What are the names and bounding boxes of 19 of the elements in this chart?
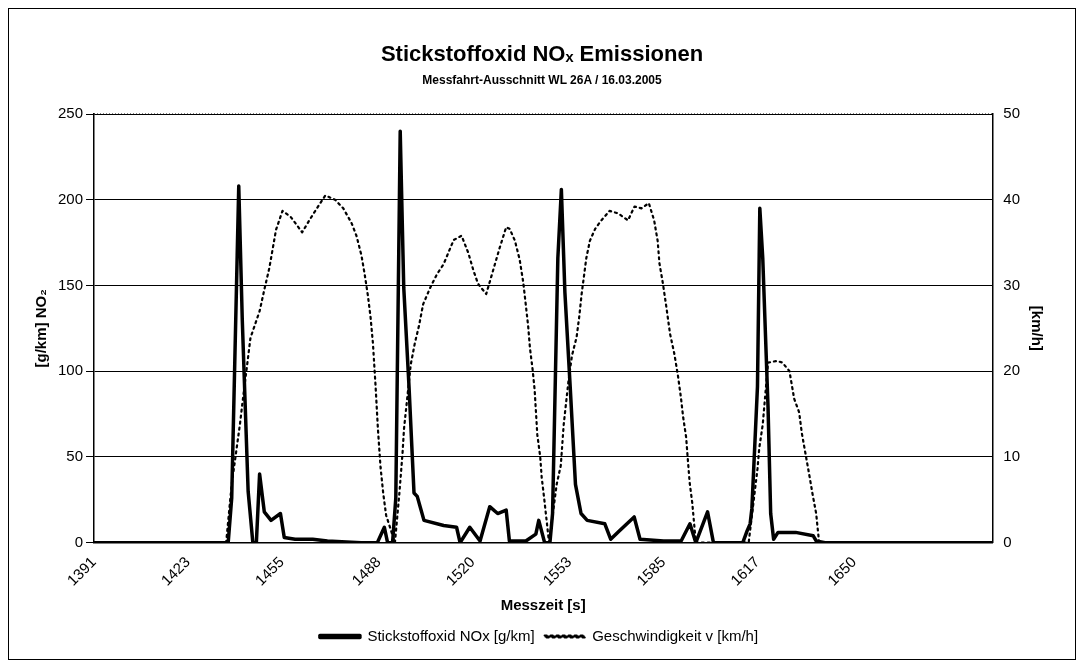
- chart-subtitle: Messfahrt-Ausschnitt WL 26A / 16.03.2005: [421, 73, 663, 87]
- y2-tick-label: 40: [1003, 189, 1020, 207]
- y-tick-label: 0: [74, 532, 84, 550]
- y-axis-title: [g/km] NO₂: [32, 289, 50, 368]
- y2-tick-label: 0: [1003, 532, 1012, 550]
- y-tick-label: 150: [58, 275, 84, 293]
- y2-tick-label: 30: [1003, 275, 1020, 293]
- y-tick-label: 100: [58, 361, 84, 379]
- y2-tick-label: 20: [1003, 361, 1020, 379]
- y2-tick-label: 10: [1003, 447, 1020, 465]
- y-tick-label: 200: [58, 189, 84, 207]
- legend-label: Geschwindigkeit v [km/h]: [592, 626, 759, 644]
- y2-axis-title: [km/h]: [1028, 305, 1046, 351]
- legend-label: Stickstoffoxid NOx [g/km]: [367, 626, 535, 644]
- x-axis-title: Messzeit [s]: [500, 596, 586, 614]
- y-tick-label: 250: [58, 104, 84, 122]
- y2-tick-label: 50: [1003, 104, 1020, 122]
- y-tick-label: 50: [66, 447, 84, 465]
- chart-title: Stickstoffoxid NOₓ Emissionen: [379, 41, 705, 67]
